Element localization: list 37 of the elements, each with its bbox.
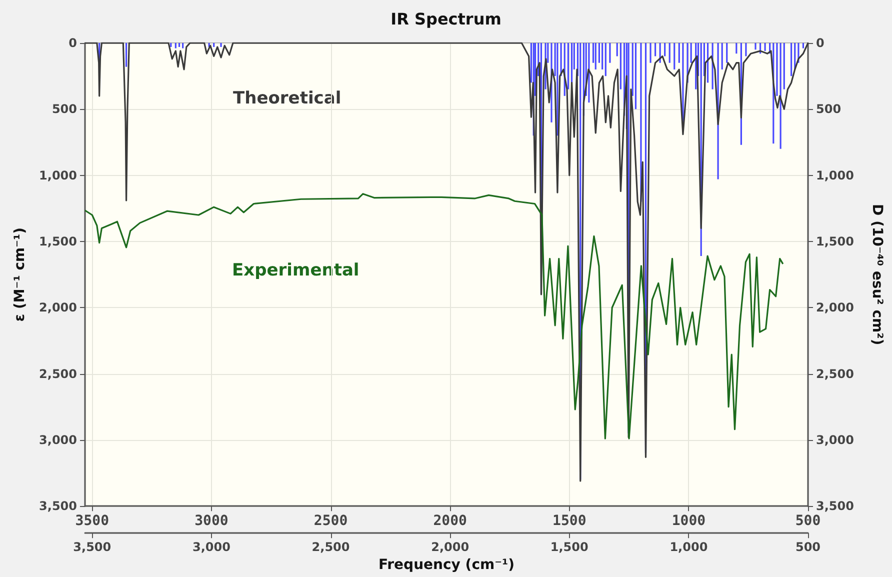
y-tick-label: 1,500 [39, 234, 77, 248]
x-tick-label: 2,000 [431, 540, 470, 554]
y-tick-label: 3,500 [39, 499, 77, 514]
y2-tick-label: 0 [816, 36, 824, 50]
x2-tick-label: 2000 [433, 513, 467, 530]
y-tick-label: 2,500 [39, 366, 77, 381]
x-tick-label: 3,000 [192, 540, 230, 554]
chart-title: IR Spectrum [390, 10, 502, 28]
y2-tick-label: 3,000 [816, 432, 854, 447]
y-tick-label: 2,000 [39, 300, 77, 315]
x-tick-label: 1,500 [550, 540, 588, 554]
series-label: Theoretical [233, 88, 342, 108]
y2-tick-label: 2,500 [816, 366, 854, 381]
x-tick-label: 1,000 [670, 540, 708, 554]
y-tick-label: 0 [68, 36, 77, 50]
x-tick-label: 2,500 [312, 540, 350, 554]
x2-tick-label: 2500 [314, 513, 348, 530]
y2-tick-label: 1,500 [816, 234, 854, 248]
text: Experimental [232, 260, 360, 280]
x2-tick-label: 500 [795, 513, 821, 530]
x2-tick-label: 3000 [194, 513, 228, 530]
y-tick-label: 1,000 [39, 168, 77, 182]
x2-tick-label: 3500 [75, 513, 110, 530]
x2-tick-label: 1500 [552, 513, 586, 530]
line-series [84, 193, 784, 440]
x-tick-label: 3,500 [73, 540, 112, 554]
y2-tick-label: 2,000 [816, 300, 854, 315]
y2-tick-label: 500 [816, 102, 842, 116]
y2-tick-label: 3,500 [816, 499, 854, 514]
x2-tick-label: 1000 [672, 513, 706, 530]
y-tick-label: 500 [52, 102, 77, 116]
y2-axis-title: D (10⁻⁴⁰ esu² cm²) [869, 204, 885, 346]
x-tick-label: 500 [795, 540, 821, 554]
y-axis-title: ε (M⁻¹ cm⁻¹) [12, 227, 28, 322]
x-axis-title: Frequency (cm⁻¹) [378, 557, 515, 573]
y2-tick-label: 1,000 [816, 168, 854, 182]
y-tick-label: 3,000 [39, 432, 77, 447]
